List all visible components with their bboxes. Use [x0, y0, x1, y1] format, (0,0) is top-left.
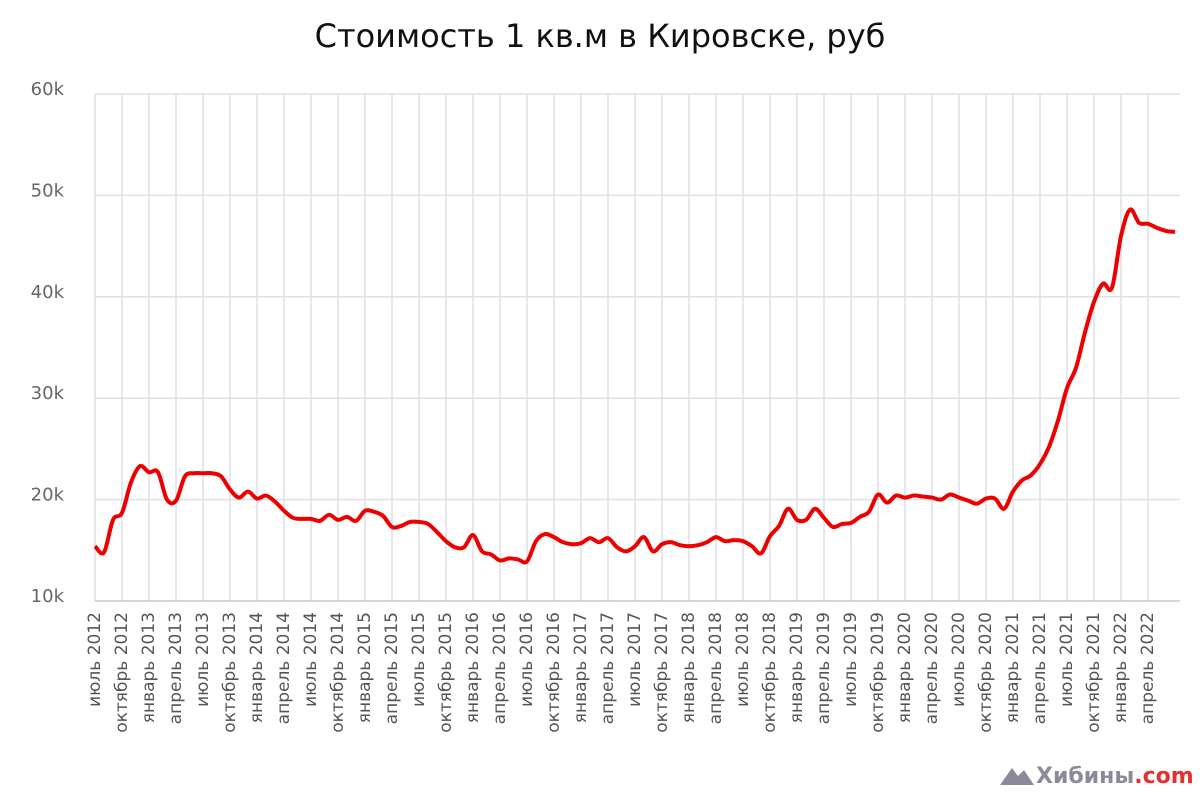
x-tick-label: октябрь 2019: [868, 612, 888, 733]
watermark-icon: [1000, 768, 1034, 785]
x-tick-label: июль 2018: [733, 612, 753, 707]
x-tick-label: апрель 2019: [814, 612, 834, 724]
y-tick-label: 60k: [31, 79, 65, 100]
x-tick-label: апрель 2016: [490, 612, 510, 724]
x-tick-label: июль 2020: [949, 612, 969, 707]
watermark-name: Хибины: [1036, 764, 1134, 789]
watermark-text: Хибины.com: [1036, 764, 1194, 789]
x-tick-label: июль 2021: [1057, 612, 1077, 707]
x-tick-label: январь 2014: [247, 612, 267, 723]
x-tick-label: июль 2015: [409, 612, 429, 707]
x-tick-label: апрель 2018: [706, 612, 726, 724]
x-tick-label: январь 2016: [463, 612, 483, 723]
x-tick-label: октябрь 2013: [220, 612, 240, 733]
y-tick-label: 20k: [31, 485, 65, 506]
x-tick-label: январь 2017: [571, 612, 591, 723]
y-tick-label: 10k: [31, 586, 65, 607]
x-tick-label: октябрь 2017: [652, 612, 672, 733]
x-tick-label: июль 2019: [841, 612, 861, 707]
x-tick-label: октябрь 2012: [112, 612, 132, 733]
watermark-domain: .com: [1134, 764, 1193, 789]
x-tick-label: январь 2021: [1003, 612, 1023, 723]
x-tick-label: январь 2019: [787, 612, 807, 723]
y-tick-label: 40k: [31, 282, 65, 303]
x-tick-label: октябрь 2020: [976, 612, 996, 733]
x-tick-label: июль 2017: [625, 612, 645, 707]
line-series: [93, 207, 1176, 565]
x-tick-label: апрель 2021: [1030, 612, 1050, 724]
y-tick-label: 50k: [31, 180, 65, 201]
y-tick-label: 30k: [31, 383, 65, 404]
x-tick-label: июль 2012: [85, 612, 105, 707]
x-tick-label: апрель 2013: [166, 612, 186, 724]
x-tick-label: октябрь 2021: [1084, 612, 1104, 733]
x-tick-label: апрель 2015: [382, 612, 402, 724]
watermark: Хибины.com: [1000, 764, 1194, 789]
x-tick-label: январь 2020: [895, 612, 915, 723]
x-tick-label: июль 2014: [301, 612, 321, 707]
x-tick-label: октябрь 2014: [328, 612, 348, 733]
chart-title: Стоимость 1 кв.м в Кировске, руб: [315, 17, 886, 55]
x-tick-label: январь 2013: [139, 612, 159, 723]
x-tick-label: октябрь 2016: [544, 612, 564, 733]
x-tick-label: октябрь 2015: [436, 612, 456, 733]
x-tick-label: январь 2018: [679, 612, 699, 723]
x-tick-label: октябрь 2018: [760, 612, 780, 733]
x-tick-label: январь 2022: [1111, 612, 1131, 723]
x-tick-label: июль 2016: [517, 612, 537, 707]
x-tick-label: апрель 2014: [274, 612, 294, 724]
x-tick-label: январь 2015: [355, 612, 375, 723]
x-tick-label: апрель 2022: [1138, 612, 1158, 724]
x-tick-label: апрель 2020: [922, 612, 942, 724]
x-tick-label: июль 2013: [193, 612, 213, 707]
x-tick-label: апрель 2017: [598, 612, 618, 724]
